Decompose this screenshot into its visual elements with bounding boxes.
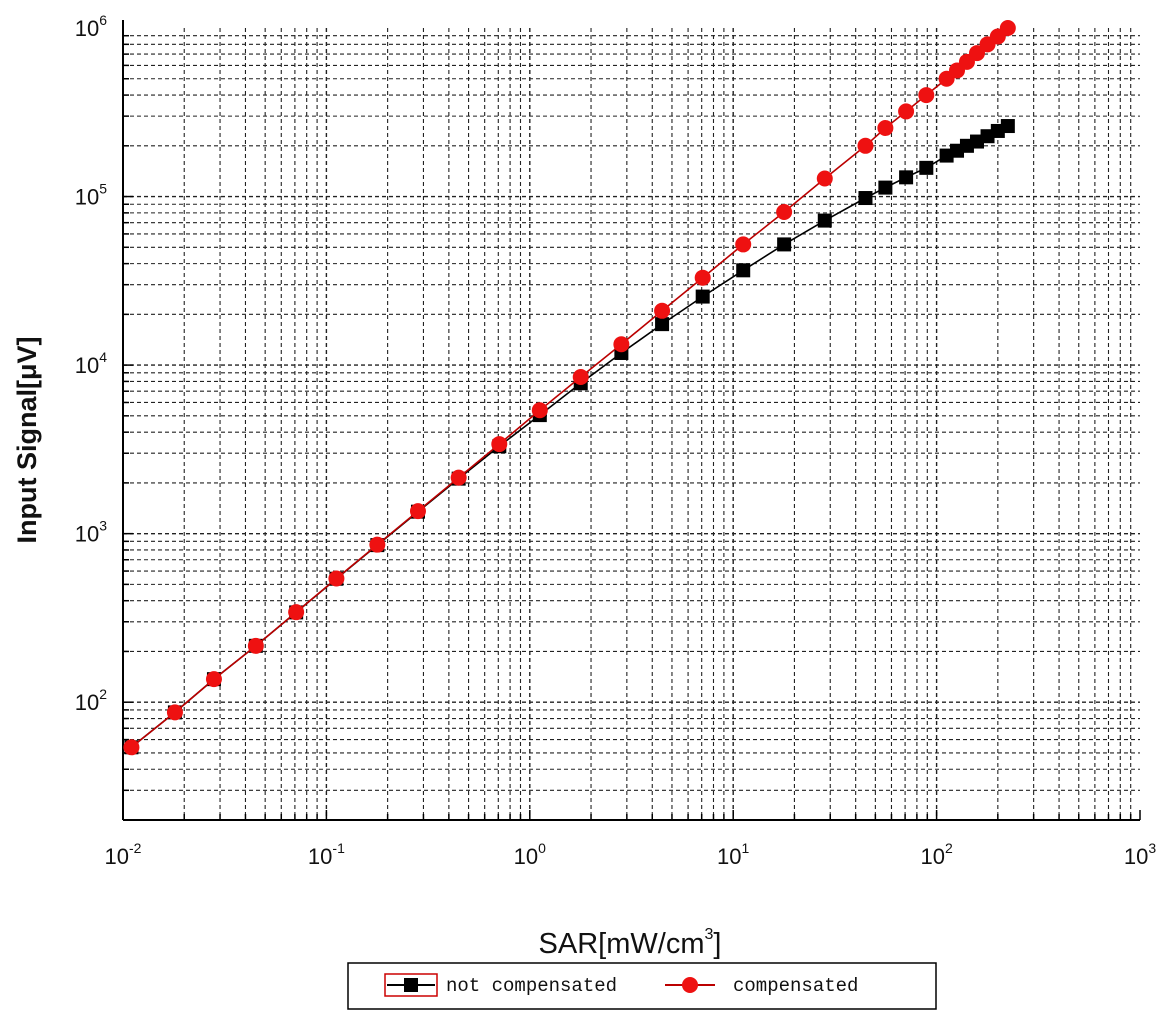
legend-box	[347, 962, 937, 1010]
x-tick-label: 101	[717, 840, 749, 869]
data-point-not-compensated	[878, 180, 893, 195]
data-point-compensated	[205, 671, 222, 688]
data-point-not-compensated	[970, 134, 985, 149]
x-axis-title-sup: 3	[704, 926, 713, 943]
series-line-compensated	[130, 27, 1009, 748]
y-tick-label-exponent: 6	[99, 12, 107, 28]
x-tick-label: 102	[920, 840, 952, 869]
legend: not compensated compensated	[347, 962, 937, 1010]
data-point-compensated	[328, 570, 345, 587]
y-axis-title: Input Signal[μV]	[12, 337, 42, 544]
y-tick-label-base: 10	[75, 185, 99, 210]
y-tick-label-exponent: 4	[99, 349, 107, 365]
x-tick-label-base: 10	[514, 844, 538, 869]
data-point-compensated	[531, 402, 548, 419]
legend-marker-circle	[682, 977, 698, 993]
x-tick-labels: 10-2 10-1 100 101 102 103	[105, 840, 1157, 869]
legend-marker-square	[404, 978, 418, 992]
data-point-not-compensated	[695, 289, 710, 304]
y-tick-label-base: 10	[75, 690, 99, 715]
data-point-compensated	[613, 336, 630, 353]
legend-swatch-box	[384, 973, 438, 997]
data-point-compensated	[247, 637, 264, 654]
axes	[122, 20, 1141, 821]
y-tick-label: 103	[75, 518, 107, 547]
data-point-compensated	[816, 170, 833, 187]
data-point-compensated	[694, 269, 711, 286]
data-point-not-compensated	[655, 317, 670, 332]
data-point-compensated	[969, 45, 986, 62]
x-tick-label: 103	[1124, 840, 1156, 869]
data-point-compensated	[654, 302, 671, 319]
series	[123, 20, 1016, 756]
y-tick-label-base: 10	[75, 16, 99, 41]
y-tick-label-base: 10	[75, 353, 99, 378]
x-tick-label-exponent: 3	[1148, 840, 1156, 856]
legend-label-compensated: compensated	[733, 975, 858, 997]
data-point-not-compensated	[899, 170, 914, 185]
series-line-not-compensated	[130, 125, 1009, 748]
series-compensated	[123, 20, 1016, 756]
x-tick-label-exponent: 1	[742, 840, 750, 856]
data-point-compensated	[166, 704, 183, 721]
data-point-compensated	[572, 368, 589, 385]
y-tick-label-exponent: 2	[99, 686, 107, 702]
data-point-not-compensated	[858, 191, 873, 206]
y-tick-label-exponent: 5	[99, 181, 107, 197]
series-not-compensated	[124, 119, 1015, 755]
x-axis-title: SAR[mW/cm3]	[539, 926, 722, 960]
y-tick-label-exponent: 3	[99, 518, 107, 534]
x-tick-label-exponent: -1	[332, 840, 345, 856]
legend-label-not-compensated: not compensated	[446, 975, 617, 997]
x-tick-label-base: 10	[1124, 844, 1148, 869]
y-tick-label: 104	[75, 349, 107, 378]
x-axis-title-close: ]	[713, 928, 721, 960]
data-point-compensated	[999, 20, 1016, 36]
x-tick-label-base: 10	[308, 844, 332, 869]
y-tick-label: 102	[75, 686, 107, 715]
data-point-not-compensated	[919, 160, 934, 175]
data-point-compensated	[898, 103, 915, 120]
legend-item-not-compensated: not compensated	[384, 973, 617, 997]
data-point-compensated	[857, 137, 874, 154]
y-tick-label-base: 10	[75, 522, 99, 547]
y-tick-label: 105	[75, 181, 107, 210]
x-tick-label: 10-2	[105, 840, 142, 869]
x-tick-label-base: 10	[105, 844, 129, 869]
data-point-compensated	[491, 436, 508, 453]
data-point-compensated	[918, 87, 935, 104]
data-point-compensated	[735, 236, 752, 253]
data-point-compensated	[450, 469, 467, 486]
data-point-not-compensated	[736, 263, 751, 278]
y-tick-label: 106	[75, 12, 107, 41]
x-tick-label-base: 10	[717, 844, 741, 869]
legend-item-compensated: compensated	[665, 975, 858, 997]
data-point-not-compensated	[777, 237, 792, 252]
data-point-compensated	[123, 739, 140, 756]
data-point-not-compensated	[1000, 119, 1015, 134]
data-point-compensated	[776, 203, 793, 220]
x-tick-label-base: 10	[920, 844, 944, 869]
data-point-compensated	[409, 503, 426, 520]
data-point-not-compensated	[817, 213, 832, 228]
data-point-compensated	[369, 536, 386, 553]
x-tick-label: 10-1	[308, 840, 345, 869]
x-tick-label-exponent: 0	[538, 840, 546, 856]
x-axis-title-main: SAR[mW/cm	[539, 928, 705, 960]
x-tick-label: 100	[514, 840, 546, 869]
x-tick-label-exponent: 2	[945, 840, 953, 856]
grid	[122, 28, 1140, 821]
data-point-compensated	[877, 120, 894, 137]
data-point-compensated	[288, 604, 305, 621]
x-tick-label-exponent: -2	[129, 840, 142, 856]
